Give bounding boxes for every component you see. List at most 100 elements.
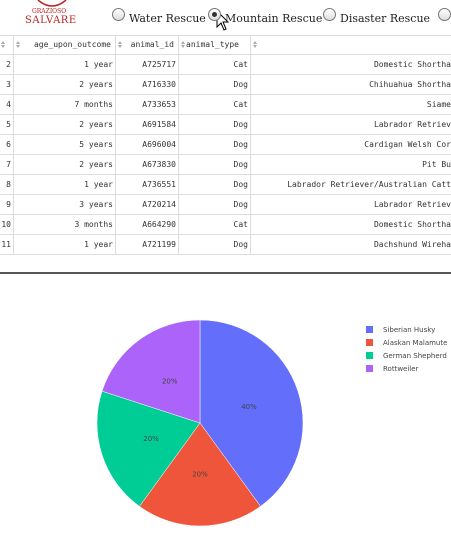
table-cell: 6 (6, 140, 11, 149)
sort-icon[interactable] (16, 41, 20, 44)
legend-swatch (366, 352, 373, 359)
sort-icon[interactable] (118, 45, 122, 48)
row-line (0, 134, 451, 135)
sort-icon[interactable] (1, 41, 5, 44)
table-cell: 5 (6, 120, 11, 129)
row-line (0, 194, 451, 195)
table-cell: 1 year (84, 60, 113, 69)
row-line (0, 234, 451, 235)
table-cell: 5 years (79, 140, 113, 149)
slice-label: 20% (192, 471, 208, 479)
legend-swatch (366, 365, 373, 372)
pie-slice (101, 319, 201, 424)
legend-label: German Shepherd (383, 352, 447, 360)
column-line (115, 35, 116, 254)
column-header[interactable]: age_upon_outcome (33, 40, 111, 49)
legend-label: Rottweiler (383, 365, 419, 373)
table-cell: Chihuahua Shortha (369, 80, 451, 89)
row-line (0, 154, 451, 155)
pie-slice (139, 422, 261, 527)
table-cell: Domestic Shortha (373, 60, 451, 69)
table-cell: Dog (233, 140, 248, 149)
table-border (0, 35, 451, 36)
table-cell: 4 (6, 100, 11, 109)
table-cell: Domestic Shortha (373, 220, 451, 229)
row-line (0, 114, 451, 115)
row-line (0, 214, 451, 215)
table-cell: 9 (6, 200, 11, 209)
table-cell: 3 years (79, 200, 113, 209)
legend-label: Alaskan Malamute (383, 339, 447, 347)
sort-icon[interactable] (118, 41, 122, 44)
sort-icon[interactable] (181, 41, 185, 44)
table-cell: Cardigan Welsh Cor (364, 140, 451, 149)
radio-label[interactable]: Disaster Rescue (340, 12, 431, 25)
slice-label: 20% (162, 377, 178, 385)
column-line (13, 35, 14, 254)
column-line (178, 35, 179, 254)
table-cell: Cat (233, 220, 248, 229)
pie-slice (199, 319, 304, 507)
table-cell: Cat (233, 60, 248, 69)
row-line (0, 74, 451, 75)
radio-button[interactable] (112, 8, 125, 21)
table-cell: 2 (6, 60, 11, 69)
table-cell: A691584 (142, 120, 176, 129)
table-cell: A725717 (142, 60, 176, 69)
table-cell: 3 (6, 80, 11, 89)
slice-label: 40% (241, 403, 257, 411)
row-line (0, 94, 451, 95)
table-cell: 3 months (74, 220, 113, 229)
table-cell: 10 (1, 220, 11, 229)
radio-button[interactable] (323, 8, 336, 21)
table-cell: Labrador Retriev (373, 200, 451, 209)
row-line (0, 54, 451, 55)
table-cell: 1 year (84, 240, 113, 249)
table-cell: Dog (233, 180, 248, 189)
radio-button[interactable] (208, 8, 221, 21)
row-line (0, 254, 451, 255)
sort-icon[interactable] (16, 45, 20, 48)
logo-text: SALVARE (25, 15, 77, 26)
table-cell: A664290 (142, 220, 176, 229)
table-cell: 7 months (74, 100, 113, 109)
table-cell: A721199 (142, 240, 176, 249)
sort-icon[interactable] (253, 45, 257, 48)
radio-button[interactable] (438, 8, 451, 21)
column-line (250, 35, 251, 254)
table-cell: Dog (233, 80, 248, 89)
table-cell: Siame (426, 100, 451, 109)
radio-label[interactable]: Water Rescue (129, 12, 206, 25)
table-cell: 2 years (79, 80, 113, 89)
logo-text: GRAZIOSO (32, 8, 67, 15)
table-cell: 7 (6, 160, 11, 169)
logo-icon (37, 0, 67, 7)
column-header[interactable]: animal_type (186, 40, 239, 49)
legend-swatch (366, 326, 373, 333)
table-cell: A696004 (142, 140, 176, 149)
radio-label[interactable]: Mountain Rescue (225, 12, 323, 25)
divider (0, 272, 451, 274)
table-cell: Dog (233, 120, 248, 129)
column-header[interactable]: animal_id (130, 40, 174, 49)
table-cell: Labrador Retriever/Australian Catt (287, 180, 451, 189)
sort-icon[interactable] (181, 45, 185, 48)
table-cell: Dog (233, 160, 248, 169)
legend-label: Siberian Husky (383, 326, 435, 334)
sort-icon[interactable] (253, 41, 257, 44)
slice-label: 20% (143, 435, 159, 443)
table-cell: 2 years (79, 160, 113, 169)
row-line (0, 174, 451, 175)
table-cell: Cat (233, 100, 248, 109)
sort-icon[interactable] (1, 45, 5, 48)
legend-swatch (366, 339, 373, 346)
table-cell: Pit Bu (422, 160, 451, 169)
pie-slice (96, 390, 201, 507)
table-cell: Dachshund Wireha (373, 240, 451, 249)
table-cell: A733653 (142, 100, 176, 109)
table-cell: Dog (233, 200, 248, 209)
table-cell: A736551 (142, 180, 176, 189)
table-cell: Labrador Retriev (373, 120, 451, 129)
table-cell: A673830 (142, 160, 176, 169)
